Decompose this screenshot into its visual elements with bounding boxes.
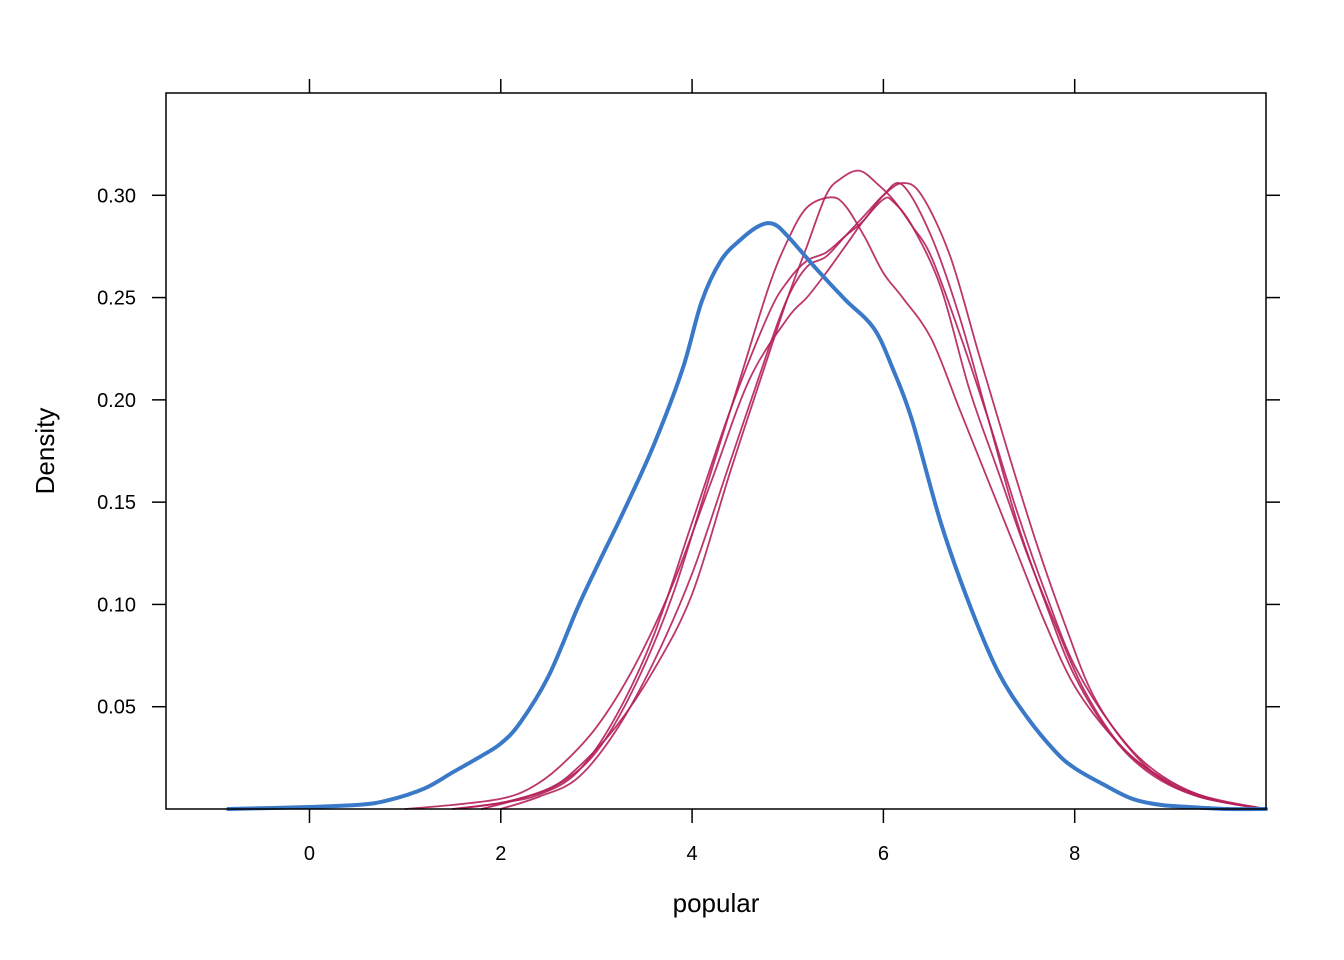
y-tick-label: 0.15 [97, 492, 136, 514]
x-tick-label: 2 [495, 843, 506, 865]
axis-ticks: 0 2 4 6 8 0.05 0.10 0.15 0.20 0.25 0.30 [97, 79, 1280, 865]
imputed-density-line-5 [499, 182, 1267, 810]
observed-density-line [226, 221, 1268, 812]
imputed-density-line-4 [480, 196, 1267, 810]
imputed-density-line-2 [452, 182, 1267, 810]
x-axis-title: popular [673, 888, 760, 918]
y-tick-label: 0.25 [97, 288, 136, 310]
x-tick-label: 6 [878, 843, 889, 865]
imputed-density-line-1 [404, 196, 1267, 810]
y-tick-label: 0.20 [97, 390, 136, 412]
y-axis-title: Density [30, 408, 60, 495]
y-tick-label: 0.10 [97, 594, 136, 616]
x-tick-label: 0 [304, 843, 315, 865]
y-tick-label: 0.30 [97, 185, 136, 207]
density-curves [226, 169, 1268, 812]
x-tick-label: 4 [687, 843, 698, 865]
y-tick-label: 0.05 [97, 697, 136, 719]
plot-frame [165, 92, 1267, 810]
x-tick-label: 8 [1069, 843, 1080, 865]
imputed-density-line-3 [452, 169, 1267, 810]
